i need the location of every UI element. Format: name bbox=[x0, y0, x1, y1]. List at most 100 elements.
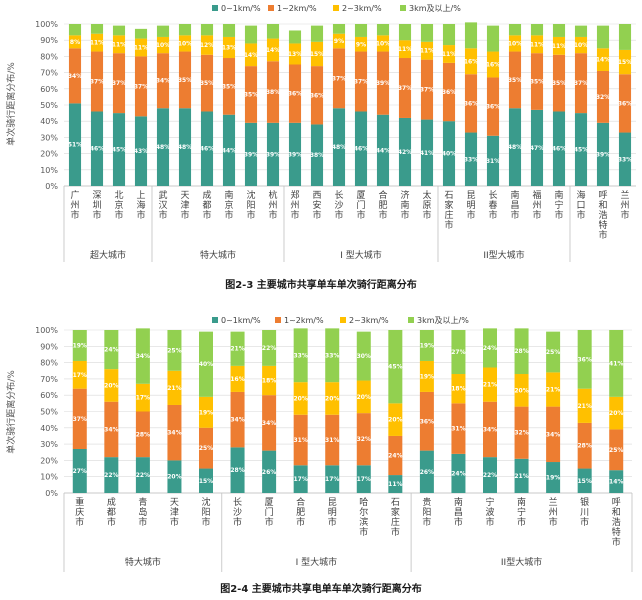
bar-segment bbox=[442, 62, 456, 122]
bar-segment bbox=[293, 382, 308, 415]
bar-segment bbox=[332, 108, 346, 186]
y-tick-label: 30% bbox=[40, 440, 58, 449]
data-label: 34% bbox=[230, 417, 244, 424]
data-label: 30% bbox=[357, 353, 371, 360]
data-label: 46% bbox=[354, 146, 368, 153]
group-label: II型大城市 bbox=[501, 556, 542, 568]
data-label: 35% bbox=[178, 77, 192, 84]
data-label: 35% bbox=[508, 77, 522, 84]
data-label: 39% bbox=[596, 151, 610, 158]
bar-segment bbox=[200, 35, 214, 55]
bar-segment bbox=[356, 413, 371, 466]
legend-label: 1~2km/% bbox=[284, 316, 324, 325]
data-label: 32% bbox=[357, 436, 371, 443]
bar-segment bbox=[486, 77, 500, 136]
bar-segment bbox=[574, 53, 588, 114]
bar-segment bbox=[156, 108, 170, 186]
bar-segment bbox=[420, 24, 434, 42]
bar-segment bbox=[596, 25, 610, 49]
bar-segment bbox=[222, 36, 236, 59]
bar-segment bbox=[552, 24, 566, 37]
y-tick-label: 90% bbox=[40, 36, 58, 45]
bar-segment bbox=[230, 391, 245, 448]
data-label: 20% bbox=[514, 387, 528, 394]
bar-segment bbox=[244, 66, 258, 123]
bar-segment bbox=[266, 38, 280, 62]
data-label: 46% bbox=[200, 146, 214, 153]
y-tick-label: 20% bbox=[40, 456, 58, 465]
bar-segment bbox=[486, 135, 500, 186]
data-label: 25% bbox=[167, 347, 181, 354]
bar-segment bbox=[419, 391, 434, 451]
bar-segment bbox=[354, 24, 368, 37]
data-label: 20% bbox=[325, 395, 339, 402]
bar-segment bbox=[310, 124, 324, 186]
data-label: 28% bbox=[577, 443, 591, 450]
y-tick-label: 90% bbox=[40, 342, 58, 351]
data-label: 31% bbox=[451, 426, 465, 433]
bar-segment bbox=[68, 24, 82, 36]
y-tick-label: 0% bbox=[45, 489, 58, 498]
data-label: 11% bbox=[112, 41, 126, 48]
data-label: 38% bbox=[310, 152, 324, 159]
data-label: 34% bbox=[136, 353, 150, 360]
bar-segment bbox=[104, 457, 119, 493]
bar-segment bbox=[354, 36, 368, 52]
bar-segment bbox=[112, 53, 126, 114]
bar-segment bbox=[609, 330, 624, 397]
bar-segment bbox=[356, 331, 371, 381]
data-label: 35% bbox=[222, 83, 236, 90]
x-tick-label: 海口市 bbox=[576, 189, 585, 221]
x-tick-label: 西安市 bbox=[312, 190, 321, 221]
x-tick-label: 石家庄市 bbox=[444, 191, 453, 231]
data-label: 10% bbox=[376, 40, 390, 47]
x-tick-label: 合肥市 bbox=[378, 189, 387, 221]
x-tick-label: 南昌市 bbox=[454, 496, 463, 528]
y-tick-label: 60% bbox=[40, 85, 58, 94]
bar-segment bbox=[577, 388, 592, 423]
data-label: 18% bbox=[262, 378, 276, 385]
bar-segment bbox=[609, 396, 624, 430]
data-label: 15% bbox=[618, 59, 632, 66]
bar-segment bbox=[483, 367, 497, 402]
data-label: 37% bbox=[420, 87, 434, 94]
data-label: 10% bbox=[574, 42, 588, 49]
data-label: 11% bbox=[530, 41, 544, 48]
x-tick-label: 郑州市 bbox=[290, 189, 299, 221]
bar-segment bbox=[388, 403, 403, 436]
bar-segment bbox=[178, 35, 192, 52]
x-tick-label: 深圳市 bbox=[92, 190, 101, 221]
data-label: 40% bbox=[199, 361, 213, 368]
x-tick-label: 厦门市 bbox=[265, 497, 274, 528]
bar-segment bbox=[199, 396, 213, 428]
bar-segment bbox=[310, 66, 324, 125]
x-tick-label: 兰州市 bbox=[549, 496, 558, 528]
bar-segment bbox=[398, 40, 412, 59]
data-label: 40% bbox=[442, 151, 456, 158]
bar-segment bbox=[530, 53, 544, 110]
x-tick-label: 呼和浩特市 bbox=[612, 497, 621, 548]
data-label: 35% bbox=[530, 79, 544, 86]
x-tick-label: 成都市 bbox=[107, 496, 116, 528]
bar-segment bbox=[618, 132, 632, 186]
bar-segment bbox=[199, 427, 213, 469]
data-label: 26% bbox=[262, 469, 276, 476]
data-label: 34% bbox=[262, 420, 276, 427]
legend-label: 0~1km/% bbox=[221, 4, 261, 13]
bar-segment bbox=[104, 330, 119, 370]
bar-segment bbox=[112, 113, 126, 186]
data-label: 15% bbox=[199, 478, 213, 485]
y-tick-label: 70% bbox=[40, 69, 58, 78]
bar-segment bbox=[167, 404, 182, 461]
bar-segment bbox=[72, 360, 87, 389]
bar-segment bbox=[596, 70, 610, 123]
group-label: 特大城市 bbox=[200, 249, 236, 261]
bar-segment bbox=[596, 48, 610, 71]
bar-segment bbox=[546, 462, 561, 493]
bar-segment bbox=[508, 35, 522, 52]
data-label: 45% bbox=[574, 147, 588, 154]
y-axis-title: 单次骑行距离分布/% bbox=[5, 62, 17, 146]
data-label: 27% bbox=[451, 349, 465, 356]
data-label: 36% bbox=[420, 418, 434, 425]
